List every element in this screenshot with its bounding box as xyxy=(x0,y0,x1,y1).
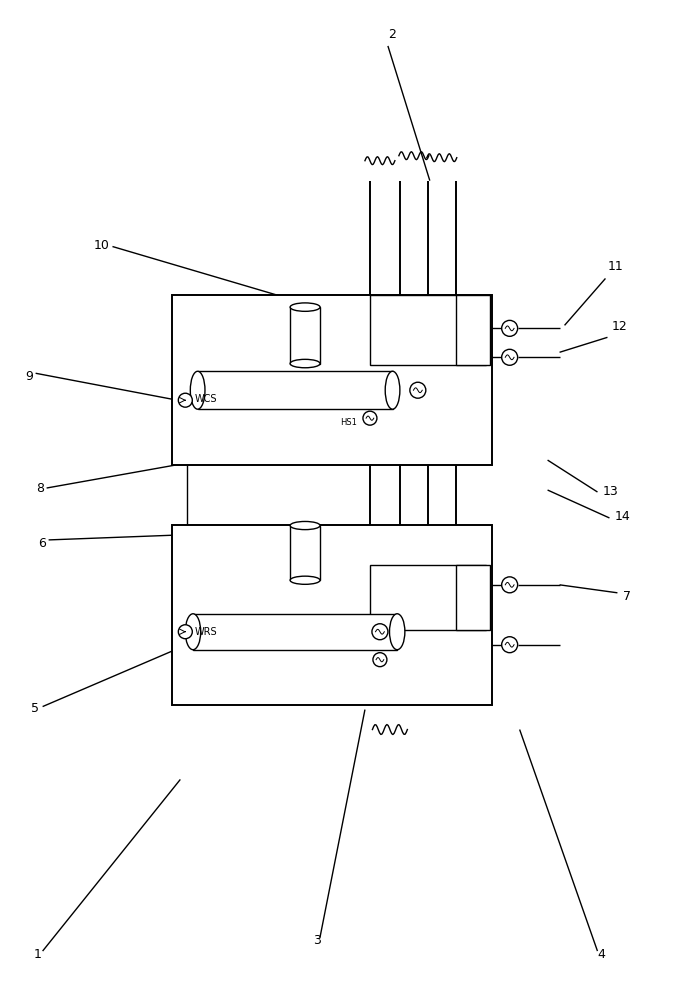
Text: 2: 2 xyxy=(388,28,396,41)
Text: WCS: WCS xyxy=(194,394,217,404)
Bar xyxy=(370,295,486,365)
Ellipse shape xyxy=(186,614,201,650)
Circle shape xyxy=(373,653,387,667)
Text: 1: 1 xyxy=(33,948,42,961)
Circle shape xyxy=(502,349,518,365)
Text: 7: 7 xyxy=(623,590,632,603)
Text: HS1: HS1 xyxy=(340,418,357,427)
Circle shape xyxy=(363,411,377,425)
Bar xyxy=(173,525,492,705)
Ellipse shape xyxy=(290,576,320,584)
Ellipse shape xyxy=(290,521,320,530)
Circle shape xyxy=(178,625,192,639)
Ellipse shape xyxy=(385,371,400,409)
Text: 8: 8 xyxy=(37,482,44,495)
Ellipse shape xyxy=(290,359,320,368)
Bar xyxy=(290,307,320,364)
Text: 3: 3 xyxy=(313,934,321,947)
Bar xyxy=(370,565,486,630)
Circle shape xyxy=(502,637,518,653)
Circle shape xyxy=(178,393,192,407)
Text: 13: 13 xyxy=(602,485,618,498)
Bar xyxy=(198,371,393,409)
Ellipse shape xyxy=(389,614,405,650)
Bar xyxy=(456,295,490,365)
Text: 12: 12 xyxy=(612,320,627,333)
Bar xyxy=(290,526,320,580)
Text: 10: 10 xyxy=(93,239,109,252)
Circle shape xyxy=(502,577,518,593)
Text: 6: 6 xyxy=(39,537,46,550)
Bar xyxy=(173,295,492,465)
Bar xyxy=(456,565,490,630)
Circle shape xyxy=(410,382,426,398)
Circle shape xyxy=(502,320,518,336)
Text: 14: 14 xyxy=(614,510,630,523)
Text: 9: 9 xyxy=(26,370,33,383)
Text: WRS: WRS xyxy=(194,627,217,637)
Text: 5: 5 xyxy=(31,702,39,715)
Ellipse shape xyxy=(190,371,205,409)
Text: 4: 4 xyxy=(597,948,606,961)
Circle shape xyxy=(372,624,388,640)
Ellipse shape xyxy=(290,303,320,311)
Text: 11: 11 xyxy=(608,260,623,273)
Bar xyxy=(193,614,397,650)
